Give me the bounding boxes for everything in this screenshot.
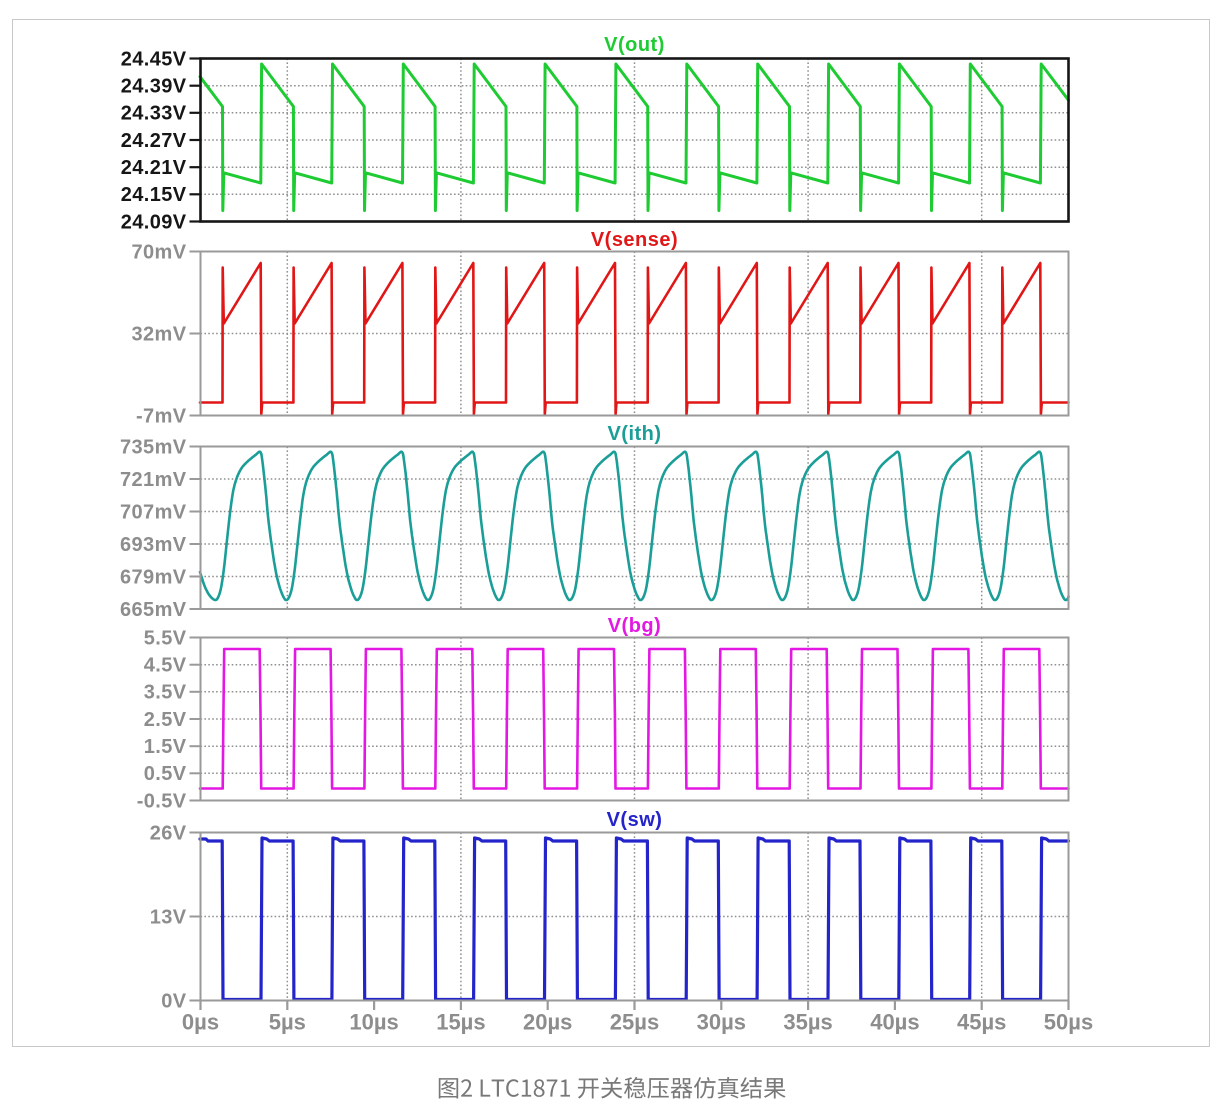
svg-text:735mV: 735mV <box>120 436 187 458</box>
svg-text:24.15V: 24.15V <box>121 184 187 206</box>
svg-text:V(out): V(out) <box>604 34 665 56</box>
svg-text:5.5V: 5.5V <box>144 627 187 649</box>
svg-text:707mV: 707mV <box>120 501 187 523</box>
svg-text:-0.5V: -0.5V <box>137 790 187 812</box>
svg-text:V(sw): V(sw) <box>607 809 663 831</box>
svg-text:26V: 26V <box>150 822 187 844</box>
svg-text:4.5V: 4.5V <box>144 655 187 677</box>
svg-text:24.09V: 24.09V <box>121 211 187 233</box>
svg-text:5µs: 5µs <box>269 1010 306 1035</box>
svg-text:24.33V: 24.33V <box>121 103 187 125</box>
svg-text:3.5V: 3.5V <box>144 682 187 704</box>
svg-text:70mV: 70mV <box>132 241 187 263</box>
svg-text:50µs: 50µs <box>1044 1010 1093 1035</box>
svg-text:0V: 0V <box>161 990 187 1012</box>
svg-text:35µs: 35µs <box>783 1010 832 1035</box>
svg-text:V(bg): V(bg) <box>608 615 662 637</box>
svg-text:40µs: 40µs <box>870 1010 919 1035</box>
svg-text:679mV: 679mV <box>120 566 187 588</box>
svg-text:24.21V: 24.21V <box>121 157 187 179</box>
svg-text:32mV: 32mV <box>132 323 187 345</box>
svg-text:0.5V: 0.5V <box>144 763 187 785</box>
svg-text:24.45V: 24.45V <box>121 48 187 70</box>
svg-text:24.27V: 24.27V <box>121 130 187 152</box>
svg-text:-7mV: -7mV <box>136 405 187 427</box>
svg-text:30µs: 30µs <box>697 1010 746 1035</box>
svg-text:25µs: 25µs <box>610 1010 659 1035</box>
svg-text:20µs: 20µs <box>523 1010 572 1035</box>
svg-text:1.5V: 1.5V <box>144 736 187 758</box>
svg-text:13V: 13V <box>150 906 187 928</box>
svg-text:665mV: 665mV <box>120 599 187 621</box>
svg-text:V(sense): V(sense) <box>591 229 678 251</box>
svg-text:693mV: 693mV <box>120 534 187 556</box>
svg-text:0µs: 0µs <box>182 1010 219 1035</box>
svg-text:45µs: 45µs <box>957 1010 1006 1035</box>
svg-text:15µs: 15µs <box>436 1010 485 1035</box>
svg-text:24.39V: 24.39V <box>121 76 187 98</box>
svg-text:721mV: 721mV <box>120 469 187 491</box>
svg-text:2.5V: 2.5V <box>144 709 187 731</box>
svg-text:10µs: 10µs <box>349 1010 398 1035</box>
svg-text:V(ith): V(ith) <box>607 423 661 445</box>
